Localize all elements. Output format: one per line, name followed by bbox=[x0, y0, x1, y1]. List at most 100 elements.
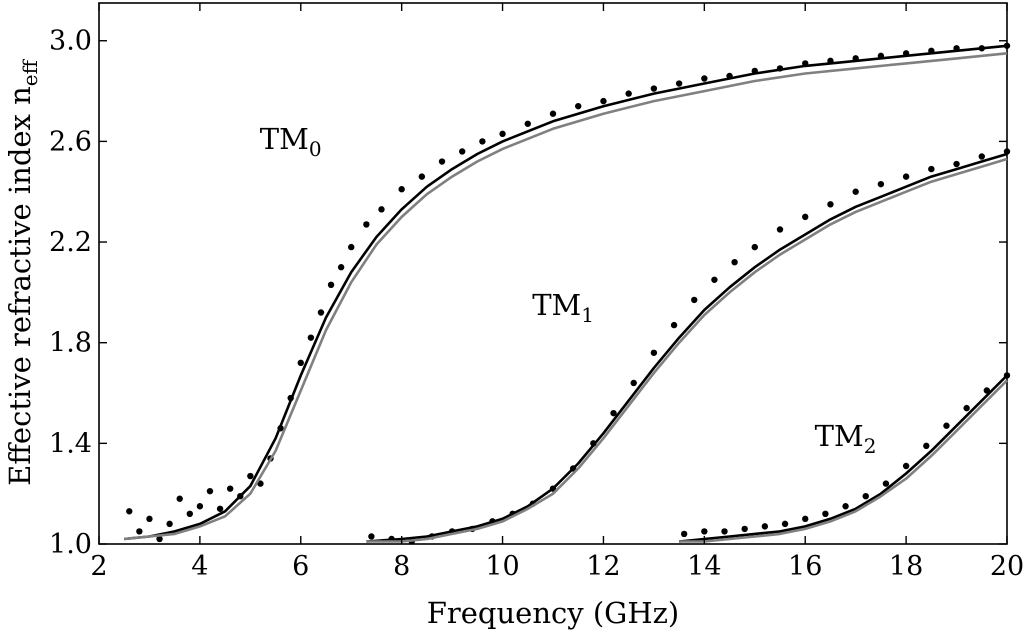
y-axis-title-main: Effective refractive index n bbox=[3, 86, 37, 486]
data-point bbox=[363, 221, 370, 228]
data-point bbox=[317, 309, 325, 316]
y-tick-label: 3.0 bbox=[49, 26, 92, 57]
tick-layer: 2 4 6 8 10 12 14 16 18 201.01.41.82.22.63.0 bbox=[49, 3, 1024, 582]
x-tick-label: 14 bbox=[687, 551, 721, 582]
data-point bbox=[459, 148, 466, 155]
data-point bbox=[802, 213, 809, 221]
series-line bbox=[679, 379, 1008, 543]
data-point bbox=[928, 165, 935, 173]
data-point bbox=[378, 206, 385, 213]
data-point bbox=[978, 153, 985, 160]
data-point bbox=[247, 472, 254, 480]
data-point bbox=[953, 160, 960, 168]
mode-label-tm1: TM1 bbox=[532, 288, 594, 327]
data-point bbox=[1003, 148, 1011, 155]
x-tick-label: 20 bbox=[990, 551, 1024, 582]
data-point bbox=[196, 503, 204, 510]
x-tick-label: 4 bbox=[191, 551, 208, 582]
x-tick-label: 12 bbox=[586, 551, 620, 582]
data-point bbox=[549, 110, 557, 117]
data-point bbox=[802, 515, 809, 523]
x-tick-label: 18 bbox=[889, 551, 923, 582]
data-point bbox=[136, 528, 143, 535]
data-point bbox=[902, 173, 910, 180]
x-axis-title: Frequency (GHz) bbox=[427, 596, 679, 630]
mode-label-subscript: 1 bbox=[581, 303, 594, 327]
data-point bbox=[348, 243, 355, 251]
y-tick-label: 1.8 bbox=[49, 328, 92, 359]
series-line bbox=[124, 44, 1008, 541]
data-point bbox=[691, 296, 698, 304]
mode-label-subscript: 2 bbox=[864, 434, 877, 458]
data-point bbox=[186, 510, 193, 518]
data-point bbox=[524, 120, 531, 127]
data-point bbox=[327, 281, 335, 289]
data-point bbox=[822, 510, 829, 518]
data-point bbox=[1003, 42, 1011, 49]
data-point bbox=[438, 158, 446, 165]
data-point bbox=[701, 528, 708, 535]
data-point bbox=[257, 480, 264, 487]
data-point bbox=[983, 387, 991, 394]
data-point bbox=[337, 264, 345, 271]
data-point bbox=[156, 535, 163, 543]
data-point bbox=[499, 130, 506, 138]
mode-label-base: TM bbox=[815, 419, 864, 453]
data-point bbox=[827, 201, 834, 208]
data-point bbox=[226, 485, 234, 492]
data-point bbox=[741, 525, 748, 533]
data-point bbox=[731, 258, 738, 266]
data-point bbox=[216, 505, 224, 512]
data-point bbox=[680, 530, 688, 538]
x-tick-label: 8 bbox=[393, 551, 410, 582]
x-tick-label: 16 bbox=[788, 551, 822, 582]
data-point bbox=[206, 487, 214, 495]
data-point bbox=[610, 409, 617, 417]
data-point bbox=[575, 102, 582, 110]
y-tick-label: 1.0 bbox=[49, 529, 92, 560]
data-point bbox=[479, 138, 486, 145]
data-point bbox=[751, 243, 758, 251]
data-point bbox=[670, 321, 678, 329]
data-point bbox=[650, 85, 658, 92]
data-point bbox=[126, 508, 133, 515]
series-line bbox=[678, 374, 1008, 543]
mode-label-subscript: 0 bbox=[309, 137, 322, 161]
data-point bbox=[418, 173, 426, 180]
series-line bbox=[124, 52, 1008, 541]
series-line bbox=[366, 152, 1008, 543]
data-point bbox=[650, 349, 658, 356]
data-point bbox=[297, 359, 304, 367]
data-point bbox=[852, 188, 859, 195]
data-point bbox=[307, 334, 315, 341]
data-point bbox=[721, 528, 728, 535]
data-point bbox=[862, 492, 869, 500]
mode-label-tm0: TM0 bbox=[260, 122, 322, 161]
mode-label-tm2: TM2 bbox=[815, 419, 877, 458]
data-point bbox=[842, 503, 849, 510]
data-point bbox=[146, 515, 153, 523]
data-point bbox=[398, 186, 405, 193]
series-line bbox=[366, 157, 1008, 543]
data-point bbox=[600, 97, 607, 105]
data-point bbox=[943, 422, 950, 429]
y-axis-title-subscript: eff bbox=[18, 58, 42, 86]
data-point bbox=[625, 90, 632, 97]
mode-label-base: TM bbox=[532, 288, 581, 322]
y-tick-label: 1.4 bbox=[49, 428, 92, 459]
data-point bbox=[882, 480, 890, 487]
data-point bbox=[711, 276, 718, 283]
x-tick-label: 2 bbox=[90, 551, 107, 582]
plot-frame bbox=[98, 2, 1008, 545]
y-tick-label: 2.2 bbox=[49, 227, 92, 258]
data-point bbox=[630, 379, 637, 387]
data-point bbox=[923, 442, 930, 450]
data-point bbox=[701, 75, 708, 82]
mode-label-base: TM bbox=[260, 122, 309, 156]
data-point bbox=[877, 180, 885, 188]
data-point bbox=[675, 80, 683, 87]
y-axis-title: Effective refractive index neff bbox=[3, 58, 42, 485]
series-layer bbox=[124, 42, 1011, 545]
